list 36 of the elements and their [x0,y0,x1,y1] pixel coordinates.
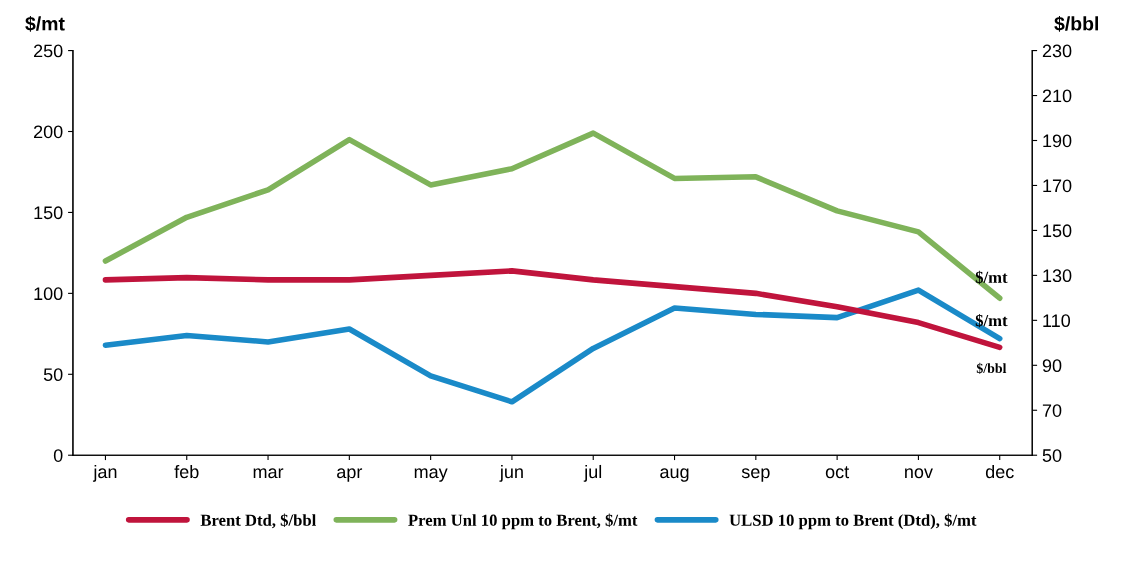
y2-tick-label: 190 [1043,134,1072,148]
x-tick-label: oct [825,466,850,479]
x-tick-label: jan [92,464,117,482]
y2-tick-label: 210 [1042,89,1072,103]
y2-tick-label: 50 [1042,449,1062,462]
x-tick-label: nov [905,468,933,479]
y2-tick-label: 110 [1043,314,1071,328]
x-tick-label: feb [174,464,199,479]
legend-label: Brent Dtd, $/bbl [200,513,316,529]
annotation: $/mt [975,270,1008,285]
x-tick-label: sep [741,468,770,482]
y-tick-label: 50 [43,368,63,382]
y2-tick-label: 130 [1043,269,1072,283]
x-tick-label: jul [583,464,602,482]
x-tick-label: mar [253,468,284,479]
y2-tick-label: 150 [1043,224,1072,238]
y2-axis-title: $/bbl [1054,15,1099,32]
x-tick-label: may [414,468,448,482]
y2-tick-label: 170 [1043,179,1072,193]
x-tick-label: jun [499,464,523,482]
y-axis-title: $/mt [25,15,65,32]
annotation: $/bbl [976,362,1007,374]
x-tick-label: dec [985,464,1014,479]
y-tick-label: 250 [33,44,63,58]
y2-tick-label: 90 [1042,359,1062,373]
y-tick-label: 0 [53,449,63,462]
y2-tick-label: 230 [1042,44,1072,58]
y-tick-label: 200 [33,125,63,139]
y-tick-label: 150 [34,206,63,220]
y2-tick-label: 70 [1042,404,1062,417]
x-tick-label: apr [337,468,363,482]
y-tick-label: 100 [34,287,63,301]
legend-label: ULSD 10 ppm to Brent (Dtd), $/mt [729,513,977,530]
annotation: $/mt [975,313,1008,328]
legend-label: Prem Unl 10 ppm to Brent, $/mt [408,513,638,530]
x-tick-label: aug [660,468,689,482]
